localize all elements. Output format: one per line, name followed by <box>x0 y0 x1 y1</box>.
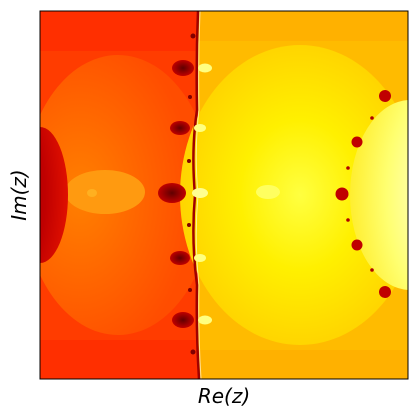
right-bulb-3 <box>335 187 349 201</box>
bright-blob-2 <box>194 124 206 132</box>
right-speck-4 <box>370 268 374 272</box>
speck-top <box>190 33 196 39</box>
left-dark-blob <box>40 127 68 263</box>
bright-blob-5 <box>198 315 212 325</box>
bright-blob-3 <box>192 188 208 198</box>
heatmap-area <box>40 11 408 379</box>
speck-b <box>187 159 191 163</box>
speck-bottom <box>190 349 196 355</box>
left-bottom-red <box>40 340 200 379</box>
right-glow <box>350 100 408 290</box>
center-light-spot <box>256 185 280 199</box>
speck-d <box>188 288 192 292</box>
right-bulb-1 <box>379 90 391 102</box>
right-speck-1 <box>370 116 374 120</box>
bulb-5 <box>172 312 194 328</box>
left-orange-core <box>65 170 145 214</box>
right-bulb-4 <box>351 239 363 251</box>
right-speck-3 <box>346 218 350 222</box>
left-top-red <box>40 11 200 51</box>
speck-c <box>187 223 191 227</box>
bright-blob-1 <box>198 63 212 73</box>
right-bulb-2 <box>351 136 363 148</box>
right-bulb-5 <box>379 286 391 298</box>
bulb-3 <box>158 183 186 203</box>
x-axis-label: Re(z) <box>198 384 250 408</box>
bulb-4 <box>170 251 190 265</box>
y-axis-label: Im(z) <box>7 169 31 220</box>
bulb-1 <box>172 60 194 76</box>
bulb-2 <box>170 121 190 135</box>
bright-blob-4 <box>194 254 206 262</box>
plot-frame <box>39 10 409 380</box>
left-orange-blob <box>87 189 97 197</box>
right-yellow-region <box>180 45 408 345</box>
right-speck-2 <box>346 166 350 170</box>
right-bottom-amber <box>198 350 408 379</box>
right-top-amber <box>198 11 408 41</box>
speck-a <box>188 95 192 99</box>
